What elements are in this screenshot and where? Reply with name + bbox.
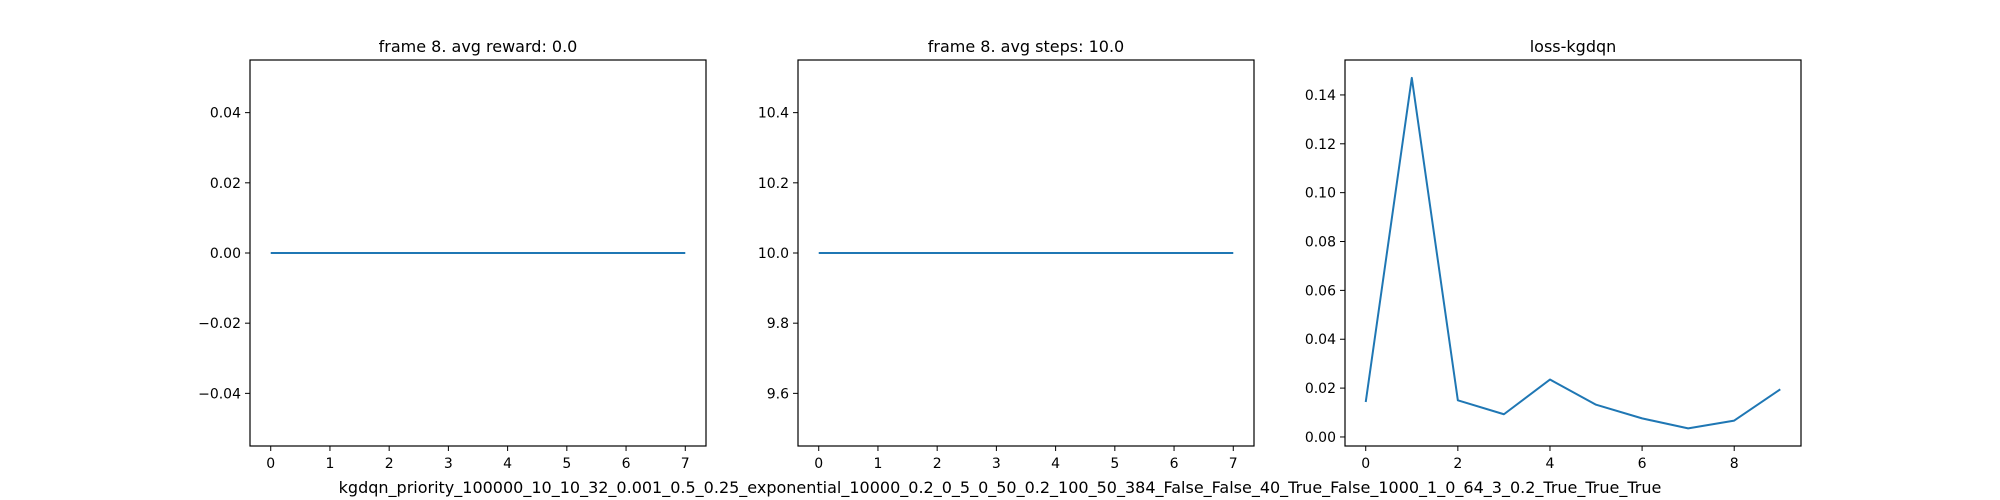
- y-tick-label: 0.02: [1305, 381, 1336, 397]
- y-tick-label: 0.14: [1305, 88, 1336, 104]
- y-tick-label: −0.04: [198, 386, 241, 402]
- x-tick-label: 2: [1453, 456, 1462, 472]
- chart-title: frame 8. avg steps: 10.0: [928, 37, 1124, 56]
- x-tick-label: 4: [1546, 456, 1555, 472]
- x-tick-label: 7: [1229, 456, 1238, 472]
- y-tick-label: 10.4: [758, 106, 789, 122]
- y-tick-label: 0.04: [1305, 332, 1336, 348]
- y-tick-label: 0.04: [210, 106, 241, 122]
- y-tick-label: −0.02: [198, 316, 241, 332]
- x-tick-label: 6: [1638, 456, 1647, 472]
- chart-panel-2: 0 1 2 3 4 5 6 7 9.6 9.8 10.0 10.2 10.4 frame 8. avg s…: [758, 37, 1255, 472]
- y-tick-label: 0.00: [1305, 430, 1336, 446]
- x-tick-label: 4: [1051, 456, 1060, 472]
- y-tick-label: 0.02: [210, 176, 241, 192]
- chart-title: frame 8. avg reward: 0.0: [379, 37, 578, 56]
- x-tick-label: 8: [1730, 456, 1739, 472]
- x-tick-label: 4: [503, 456, 512, 472]
- chart-panel-1: 0 1 2 3 4 5 6 7 −0.04 −0.02 0.00 0.02 0.04 frame 8. a…: [198, 37, 707, 472]
- y-tick-label: 0.06: [1305, 283, 1336, 299]
- y-tick-label: 10.2: [758, 176, 789, 192]
- x-tick-label: 0: [1361, 456, 1370, 472]
- x-tick-label: 0: [814, 456, 823, 472]
- y-tick-label: 9.8: [767, 316, 789, 332]
- axes-frame: [1344, 59, 1802, 447]
- y-tick-label: 0.00: [210, 246, 241, 262]
- x-tick-label: 3: [992, 456, 1001, 472]
- y-tick-label: 0.12: [1305, 137, 1336, 153]
- series-line: [1364, 76, 1781, 430]
- y-tick-label: 0.10: [1305, 186, 1336, 202]
- y-tick-label: 9.6: [767, 386, 789, 402]
- chart-panel-3: 0 2 4 6 8 0.00 0.02 0.04 0.06 0.08 0.10 0.12 0.14 los…: [1305, 37, 1802, 472]
- x-tick-label: 2: [385, 456, 394, 472]
- x-tick-label: 7: [681, 456, 690, 472]
- x-tick-label: 5: [562, 456, 571, 472]
- x-tick-label: 3: [444, 456, 453, 472]
- x-tick-label: 1: [873, 456, 882, 472]
- x-tick-label: 1: [325, 456, 334, 472]
- x-tick-label: 6: [1170, 456, 1179, 472]
- y-tick-label: 10.0: [758, 246, 789, 262]
- x-tick-label: 0: [266, 456, 275, 472]
- x-tick-label: 5: [1110, 456, 1119, 472]
- x-tick-label: 2: [933, 456, 942, 472]
- x-tick-label: 6: [622, 456, 631, 472]
- y-tick-label: 0.08: [1305, 235, 1336, 251]
- figure-caption: kgdqn_priority_100000_10_10_32_0.001_0.5…: [338, 478, 1662, 497]
- chart-title: loss-kgdqn: [1530, 37, 1617, 56]
